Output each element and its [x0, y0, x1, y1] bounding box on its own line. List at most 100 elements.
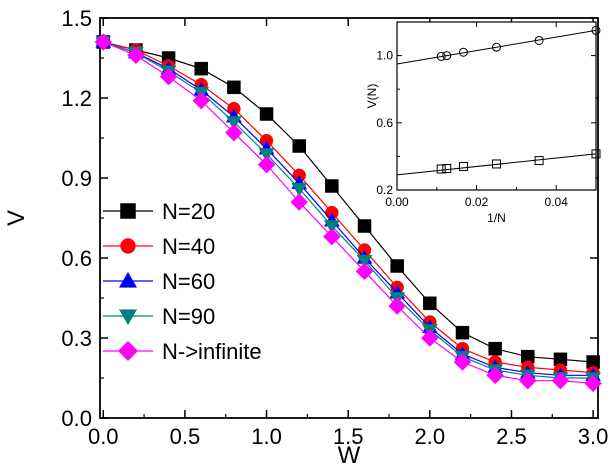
inset-x-tick-label: 0.00: [385, 195, 409, 209]
data-point: [325, 179, 339, 193]
data-point: [390, 259, 404, 273]
inset-data-point: [458, 47, 468, 57]
x-tick-label: 1.5: [333, 424, 364, 449]
data-point: [194, 61, 208, 76]
x-tick-label: 0.0: [88, 424, 119, 449]
series-line: [103, 41, 594, 384]
data-point: [225, 116, 242, 130]
main-x-axis-label: W: [338, 442, 361, 469]
legend-item: N->infinite: [103, 339, 262, 364]
data-point: [292, 139, 306, 153]
x-tick-label: 3.0: [578, 424, 609, 449]
data-point: [127, 46, 145, 65]
data-point: [455, 325, 470, 340]
inset-data-point: [442, 163, 452, 173]
y-tick-label: 0.9: [61, 166, 92, 191]
data-point: [486, 366, 504, 385]
series-line: [103, 41, 594, 379]
inset-y-tick-label: 0.2: [376, 183, 393, 197]
legend-marker: [118, 309, 138, 326]
inset-y-tick-label: 1.0: [376, 49, 393, 63]
y-tick-label: 1.2: [61, 86, 92, 111]
data-point: [323, 227, 341, 246]
series-line: [103, 41, 594, 376]
data-point: [192, 91, 211, 110]
data-point: [227, 80, 241, 95]
legend-label: N=60: [162, 269, 215, 294]
data-point: [584, 374, 602, 393]
y-tick-label: 0.0: [61, 406, 92, 431]
inset-y-tick-label: 0.6: [376, 116, 393, 130]
legend-label: N->infinite: [162, 339, 262, 364]
inset-background: [397, 22, 596, 190]
inset-data-point: [442, 51, 452, 61]
inset-fit-line: [396, 153, 597, 176]
inset-x-tick-label: 0.04: [545, 195, 569, 209]
x-tick-label: 2.5: [496, 424, 527, 449]
legend-item: N=20: [103, 199, 215, 224]
x-tick-label: 1.0: [251, 424, 282, 449]
inset-y-axis-label: V(N): [365, 84, 379, 109]
data-point: [357, 219, 372, 233]
legend-label: N=20: [162, 199, 215, 224]
inset-x-axis-label: 1/N: [487, 211, 506, 225]
legend-label: N=40: [162, 234, 215, 259]
inset-data-point: [436, 164, 446, 174]
inset-data-point: [534, 35, 544, 45]
inset-fit-line: [396, 29, 597, 65]
legend-marker: [120, 203, 136, 219]
legend-item: N=90: [103, 304, 215, 329]
data-point: [423, 296, 437, 311]
y-tick-label: 0.3: [61, 326, 92, 351]
inset-data-point: [591, 25, 601, 35]
inset-plot: 0.00 0.02 0.04 0.2 0.6 1.0 1/N V(N): [365, 21, 601, 225]
series-n-infinite: [94, 33, 602, 393]
data-point: [259, 107, 274, 121]
data-point: [551, 371, 570, 390]
y-tick-label: 1.5: [61, 6, 92, 31]
legend-marker: [120, 238, 136, 254]
data-point: [488, 341, 502, 356]
inset-data-point: [534, 156, 544, 166]
inset-data-point: [492, 159, 501, 169]
data-point: [258, 148, 275, 162]
x-tick-label: 2.0: [415, 424, 446, 449]
inset-plot-frame: [396, 21, 597, 191]
data-point: [94, 33, 113, 51]
inset-x-tick-label: 0.02: [465, 195, 489, 209]
data-point: [355, 262, 374, 281]
data-point: [225, 123, 243, 142]
inset-series-square: [396, 149, 601, 176]
inset-axis-ticks: 0.00 0.02 0.04 0.2 0.6 1.0: [376, 22, 597, 209]
inset-data-point: [436, 51, 446, 61]
data-point: [323, 220, 340, 234]
data-point: [257, 155, 276, 174]
data-point: [291, 182, 308, 197]
y-tick-label: 0.6: [61, 246, 92, 271]
data-point: [290, 193, 309, 211]
series-line: [103, 41, 594, 374]
legend-item: N=60: [103, 269, 215, 294]
x-tick-label: 0.5: [170, 424, 201, 449]
data-point: [356, 254, 373, 269]
legend-marker: [117, 340, 139, 362]
inset-series-circle: [396, 25, 601, 65]
main-plot: 0.0 0.5 1.0 1.5 2.0 2.5 3.00.00.30.60.91.21.5 …: [3, 6, 608, 469]
inset-data-point: [458, 161, 468, 171]
main-series-group: [94, 33, 602, 393]
data-point: [453, 353, 472, 371]
data-point: [518, 371, 537, 390]
legend-marker: [118, 271, 138, 288]
data-point: [388, 297, 406, 315]
data-point: [159, 67, 178, 86]
data-point: [421, 329, 439, 347]
inset-data-point: [492, 42, 501, 52]
inset-series-group: [396, 25, 601, 176]
legend: N=20 N=40 N=60 N=90 N->infinite: [103, 199, 262, 364]
inset-data-point: [591, 149, 601, 159]
series-line: [103, 41, 594, 363]
legend-label: N=90: [162, 304, 215, 329]
main-y-axis-label: V: [3, 210, 30, 226]
legend-item: N=40: [103, 234, 215, 259]
